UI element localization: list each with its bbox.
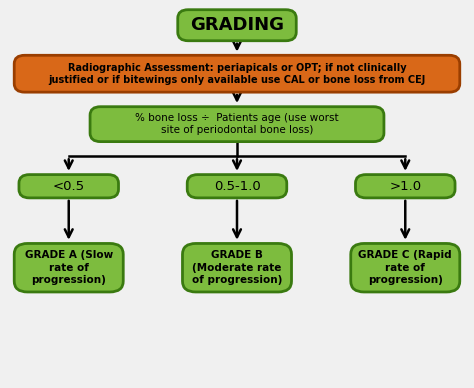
Text: >1.0: >1.0 bbox=[389, 180, 421, 193]
FancyBboxPatch shape bbox=[187, 175, 287, 198]
Text: GRADING: GRADING bbox=[190, 16, 284, 34]
Text: <0.5: <0.5 bbox=[53, 180, 85, 193]
FancyBboxPatch shape bbox=[178, 10, 296, 41]
Text: Radiographic Assessment: periapicals or OPT; if not clinically
justified or if b: Radiographic Assessment: periapicals or … bbox=[48, 62, 426, 85]
FancyBboxPatch shape bbox=[351, 244, 460, 292]
FancyBboxPatch shape bbox=[90, 107, 384, 142]
FancyBboxPatch shape bbox=[14, 55, 460, 92]
FancyBboxPatch shape bbox=[182, 244, 292, 292]
FancyBboxPatch shape bbox=[14, 244, 123, 292]
FancyBboxPatch shape bbox=[356, 175, 455, 198]
FancyBboxPatch shape bbox=[19, 175, 118, 198]
Text: % bone loss ÷  Patients age (use worst
site of periodontal bone loss): % bone loss ÷ Patients age (use worst si… bbox=[135, 113, 339, 135]
Text: 0.5-1.0: 0.5-1.0 bbox=[214, 180, 260, 193]
Text: GRADE A (Slow
rate of
progression): GRADE A (Slow rate of progression) bbox=[25, 250, 113, 285]
Text: GRADE C (Rapid
rate of
progression): GRADE C (Rapid rate of progression) bbox=[358, 250, 452, 285]
Text: GRADE B
(Moderate rate
of progression): GRADE B (Moderate rate of progression) bbox=[192, 250, 282, 285]
